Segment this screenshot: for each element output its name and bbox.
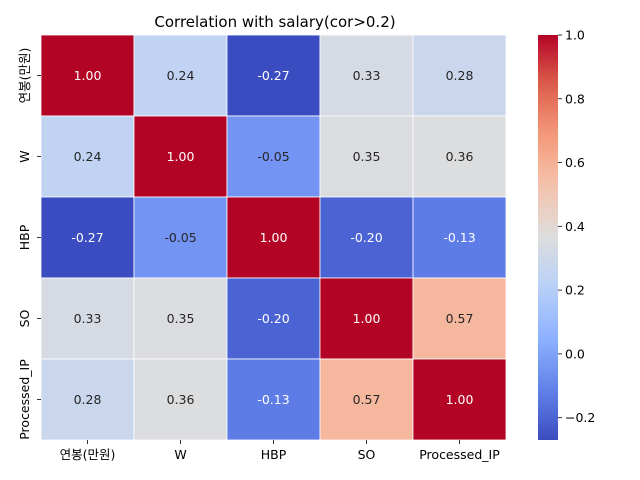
cell-annotation-r3-c3: 1.00 [353, 311, 381, 326]
cell-annotation-r3-c4: 0.57 [446, 311, 474, 326]
heatmap-cell-r0-c4 [412, 34, 507, 117]
x-tick-label-hbp: HBP [261, 447, 287, 462]
cell-annotation-r1-c4: 0.36 [446, 149, 474, 164]
x-tick-label-salary: 연봉(만원) [60, 447, 116, 462]
cell-annotation-r1-c1: 1.00 [167, 149, 195, 164]
heatmap-cell-r0-c1 [133, 34, 228, 117]
heatmap-cells [40, 34, 507, 441]
x-axis: 연봉(만원) W HBP SO Processed_IP [60, 440, 500, 462]
heatmap-cell-r0-c0 [40, 34, 135, 117]
heatmap-cell-r0-c3 [319, 34, 414, 117]
cell-annotation-r2-c3: -0.20 [350, 230, 382, 245]
heatmap-cell-r4-c1 [133, 358, 228, 441]
heatmap-cell-r0-c2 [226, 34, 321, 117]
colorbar-tick-label-0: 1.0 [565, 28, 585, 43]
heatmap-cell-r2-c3 [319, 196, 414, 279]
cell-annotation-r4-c1: 0.36 [167, 392, 195, 407]
cell-annotation-r0-c0: 1.00 [74, 68, 102, 83]
heatmap-cell-r3-c4 [412, 277, 507, 360]
cell-annotation-r0-c1: 0.24 [167, 68, 195, 83]
colorbar-tick-label-4: 0.2 [565, 283, 585, 298]
cell-annotation-r1-c0: 0.24 [74, 149, 102, 164]
heatmap-cell-r2-c1 [133, 196, 228, 279]
colorbar-tick-label-2: 0.6 [565, 155, 585, 170]
cell-annotation-r2-c4: -0.13 [443, 230, 475, 245]
heatmap-cell-r2-c4 [412, 196, 507, 279]
x-tick-label-processed-ip: Processed_IP [419, 447, 500, 462]
cell-annotation-r0-c3: 0.33 [353, 68, 381, 83]
cell-annotation-r0-c4: 0.28 [446, 68, 474, 83]
cell-annotation-r3-c0: 0.33 [74, 311, 102, 326]
cell-annotation-r4-c4: 1.00 [446, 392, 474, 407]
x-tick-label-w: W [174, 447, 186, 462]
heatmap-cell-r1-c0 [40, 115, 135, 198]
heatmap-cell-r4-c4 [412, 358, 507, 441]
heatmap-cell-r1-c4 [412, 115, 507, 198]
y-tick-label-salary: 연봉(만원) [17, 48, 32, 104]
colorbar-tick-label-6: −0.2 [565, 410, 595, 425]
cell-annotation-r2-c1: -0.05 [164, 230, 196, 245]
heatmap-cell-r4-c2 [226, 358, 321, 441]
y-tick-label-processed-ip: Processed_IP [17, 359, 32, 440]
heatmap-cell-r3-c3 [319, 277, 414, 360]
cell-annotation-r3-c1: 0.35 [167, 311, 195, 326]
cell-annotation-r1-c3: 0.35 [353, 149, 381, 164]
heatmap-cell-r3-c2 [226, 277, 321, 360]
cell-annotation-r4-c0: 0.28 [74, 392, 102, 407]
heatmap-cell-r4-c0 [40, 358, 135, 441]
cell-annotation-r4-c2: -0.13 [257, 392, 289, 407]
colorbar-gradient [538, 35, 558, 440]
heatmap-cell-r1-c2 [226, 115, 321, 198]
cell-annotation-r2-c2: 1.00 [260, 230, 288, 245]
cell-annotation-r3-c2: -0.20 [257, 311, 289, 326]
cell-annotation-r4-c3: 0.57 [353, 392, 381, 407]
cell-annotation-r1-c2: -0.05 [257, 149, 289, 164]
y-axis: 연봉(만원) W HBP SO Processed_IP [17, 48, 41, 440]
cell-annotation-r2-c0: -0.27 [71, 230, 103, 245]
x-tick-label-so: SO [358, 447, 376, 462]
heatmap-cell-r2-c2 [226, 196, 321, 279]
colorbar-tick-label-5: 0.0 [565, 346, 585, 361]
y-tick-label-so: SO [17, 309, 32, 327]
y-tick-label-w: W [17, 150, 32, 162]
colorbar-tick-label-3: 0.4 [565, 219, 585, 234]
cell-annotations: 1.00 0.24 -0.27 0.33 0.28 0.24 1.00 -0.05 0.35 0.… [71, 68, 475, 407]
colorbar-tick-label-1: 0.8 [565, 91, 585, 106]
chart-title: Correlation with salary(cor>0.2) [154, 13, 395, 31]
cell-annotation-r0-c2: -0.27 [257, 68, 289, 83]
colorbar: 1.0 0.8 0.6 0.4 0.2 0.0 −0.2 [538, 28, 595, 440]
heatmap-cell-r3-c1 [133, 277, 228, 360]
y-tick-label-hbp: HBP [17, 224, 32, 250]
